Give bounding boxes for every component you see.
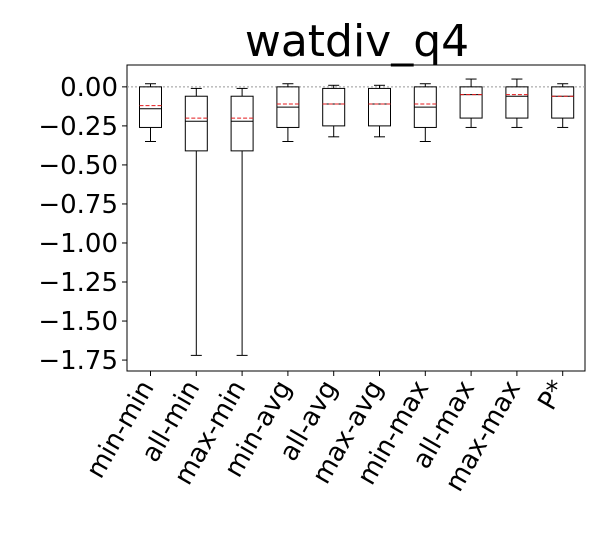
y-tick-label: −1.50 [38,307,118,337]
y-axis: 0.00 −0.25 −0.50 −0.75 −1.00 −1.25 −1.50 −1.75 [38,73,127,376]
box-max-min [230,87,254,356]
iqr-box [184,95,208,152]
iqr-box [368,87,391,127]
y-tick-label: −1.25 [38,268,118,298]
y-tick-label: 0.00 [60,73,118,103]
iqr-box [230,95,254,152]
box-min-max [413,83,437,142]
chart-title: watdiv_q4 [245,16,469,67]
box-all-avg [322,84,346,138]
iqr-box [505,86,529,119]
y-tick-label: −1.00 [38,229,118,259]
box-min-avg [276,83,300,142]
iqr-box [459,86,483,119]
iqr-box [551,86,575,119]
iqr-box [139,86,162,128]
box-max-max [505,78,529,128]
plot-area-frame [126,64,586,372]
y-tick-label: −0.25 [38,112,118,142]
box-max-avg [368,84,391,138]
box-min-min [139,83,162,142]
box-P* [551,83,575,128]
y-tick-label: −0.50 [38,151,118,181]
box-all-min [184,87,208,356]
x-axis: min-minall-minmax-minmin-avgall-avgmax-a… [81,371,573,497]
box-all-max [459,78,483,128]
iqr-box [322,87,346,127]
y-tick-label: −0.75 [38,190,118,220]
y-tick-label: −1.75 [38,346,118,376]
boxes-group [139,78,575,356]
x-tick-label: P* [532,376,572,416]
